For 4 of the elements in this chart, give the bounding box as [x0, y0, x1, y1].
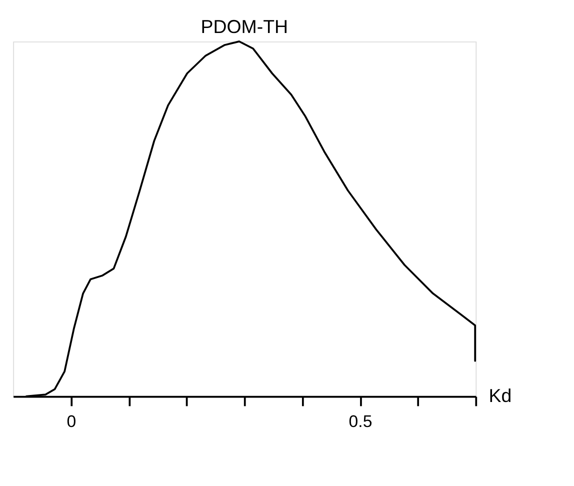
x-axis-title: Kd	[488, 384, 512, 406]
x-tick-label: 0.5	[348, 412, 372, 431]
x-tick-label: 0	[66, 412, 76, 431]
chart-title: PDOM-TH	[200, 16, 288, 38]
